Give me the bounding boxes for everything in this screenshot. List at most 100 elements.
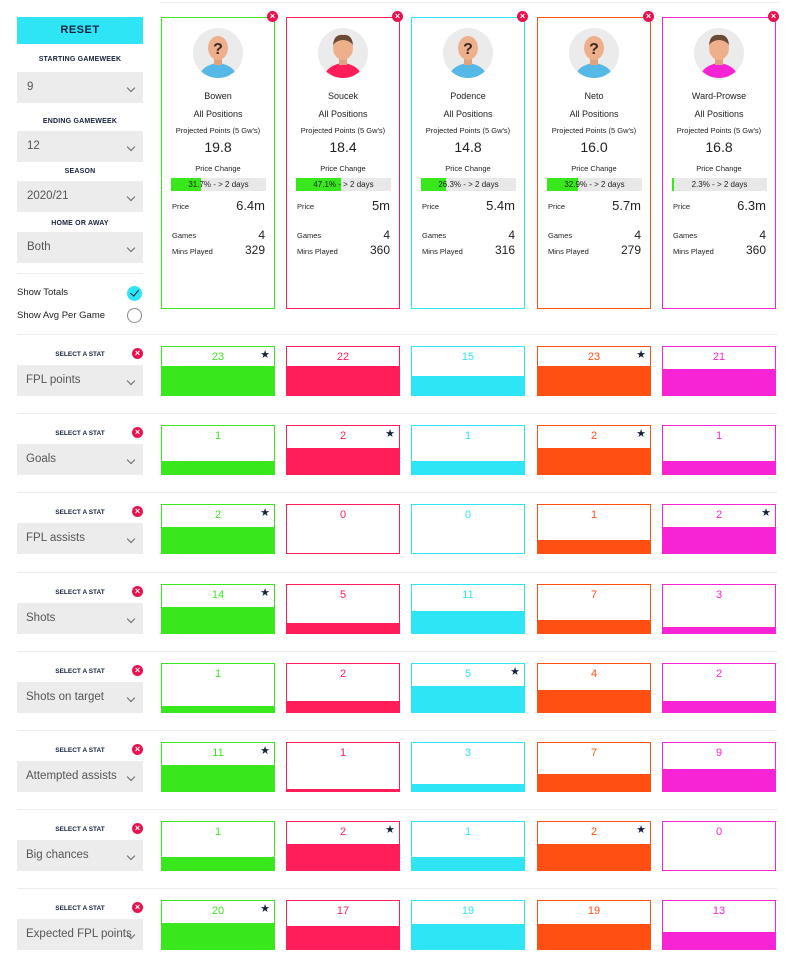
mins-played-value: 329 [244,243,265,257]
stat-value: 15 [461,351,475,363]
stat-value-card: 2 ★ [286,425,400,475]
price-change-label: Price Change [195,164,241,173]
projected-points-value: 14.8 [454,139,482,155]
projected-points-label: Projected Points (5 Gw's) [676,126,762,135]
stat-value-fill [538,447,650,474]
stat-value: 19 [587,905,601,917]
price-value: 6.3m [737,198,766,213]
stat-value-fill [538,924,650,949]
stat-value-fill [287,701,399,712]
select-stat-caption: SELECT A STAT [55,905,105,912]
price-change-bar: 31.7% - > 2 days [171,178,266,191]
games-label: Games [673,231,698,240]
stat-select[interactable]: Goals [17,444,143,475]
star-icon: ★ [260,349,270,361]
stat-select-value: Shots [26,612,56,624]
svg-text:?: ? [213,41,223,58]
ending-gameweek-value: 12 [27,140,40,152]
stat-value-fill [412,856,524,870]
remove-stat-button[interactable]: × [132,427,143,438]
remove-player-button[interactable]: × [392,11,403,22]
mins-played-label: Mins Played [297,247,338,256]
stat-value: 23 [211,351,225,363]
remove-stat-button[interactable]: × [132,506,143,517]
home-away-value: Both [27,241,51,253]
mins-played-value: 360 [745,243,766,257]
price-change-bar: 2.3% - > 2 days [672,178,767,191]
row-divider [17,888,777,889]
stat-value-fill [162,526,274,553]
stat-value-fill [663,526,775,553]
stat-value: 1 [715,430,723,442]
season-value: 2020/21 [27,190,69,202]
games-label: Games [422,231,447,240]
star-icon: ★ [636,824,646,836]
stat-select[interactable]: Shots on target [17,682,143,713]
stat-value-fill [287,843,399,870]
remove-player-button[interactable]: × [517,11,528,22]
stat-value: 3 [464,747,472,759]
stat-select[interactable]: Big chances [17,840,143,871]
stat-select[interactable]: Expected FPL points [17,919,143,950]
season-select[interactable]: 2020/21 [17,181,143,212]
price-change-label: Price Change [320,164,366,173]
starting-gameweek-select[interactable]: 9 [17,72,143,103]
stat-select[interactable]: Shots [17,603,143,634]
stat-value-card: 2 ★ [161,504,275,554]
stat-value: 2 [715,509,723,521]
price-label: Price [548,202,566,211]
projected-points-label: Projected Points (5 Gw's) [175,126,261,135]
stat-select[interactable]: Attempted assists [17,761,143,792]
ending-gameweek-caption: ENDING GAMEWEEK [42,118,118,125]
projected-points-value: 16.8 [705,139,733,155]
chevron-down-icon [126,693,136,703]
svg-text:?: ? [463,41,473,58]
row-divider [17,651,777,652]
stat-value: 1 [214,668,222,680]
chevron-down-icon [126,534,136,544]
chevron-down-icon [126,614,136,624]
remove-player-button[interactable]: × [267,11,278,22]
games-value: 4 [759,228,766,242]
remove-player-button[interactable]: × [768,11,779,22]
remove-stat-button[interactable]: × [132,902,143,913]
reset-button[interactable]: RESET [17,17,143,44]
stat-value: 7 [590,589,598,601]
stat-value-card: 23 ★ [161,346,275,396]
stat-value-card: 1 [537,504,651,554]
player-avatar [694,28,744,78]
stat-value-card: 22 [286,346,400,396]
stat-select-value: Attempted assists [26,770,117,782]
price-label: Price [297,202,315,211]
player-avatar [318,28,368,78]
ending-gameweek-select[interactable]: 12 [17,131,143,162]
mins-played-value: 316 [494,243,515,257]
stat-value-fill [538,843,650,870]
remove-stat-button[interactable]: × [132,665,143,676]
remove-player-button[interactable]: × [643,11,654,22]
select-stat-caption: SELECT A STAT [55,509,105,516]
remove-stat-button[interactable]: × [132,823,143,834]
stat-value-fill [162,922,274,949]
remove-stat-button[interactable]: × [132,744,143,755]
price-change-label: Price Change [571,164,617,173]
stat-value: 2 [715,668,723,680]
remove-stat-button[interactable]: × [132,586,143,597]
stat-value-fill [412,685,524,712]
home-away-select[interactable]: Both [17,232,143,263]
stat-value-card: 1 [161,425,275,475]
stat-value-card: 1 [161,663,275,713]
projected-points-label: Projected Points (5 Gw's) [425,126,511,135]
stat-value: 1 [464,826,472,838]
star-icon: ★ [510,666,520,678]
stat-select[interactable]: FPL assists [17,523,143,554]
row-divider [17,572,777,573]
remove-stat-button[interactable]: × [132,348,143,359]
stat-select[interactable]: FPL points [17,365,143,396]
row-divider [17,413,777,414]
player-name: Ward-Prowse [691,91,747,101]
show-totals-checkbox[interactable] [127,286,142,301]
price-label: Price [422,202,440,211]
show-avg-checkbox[interactable] [127,308,142,323]
